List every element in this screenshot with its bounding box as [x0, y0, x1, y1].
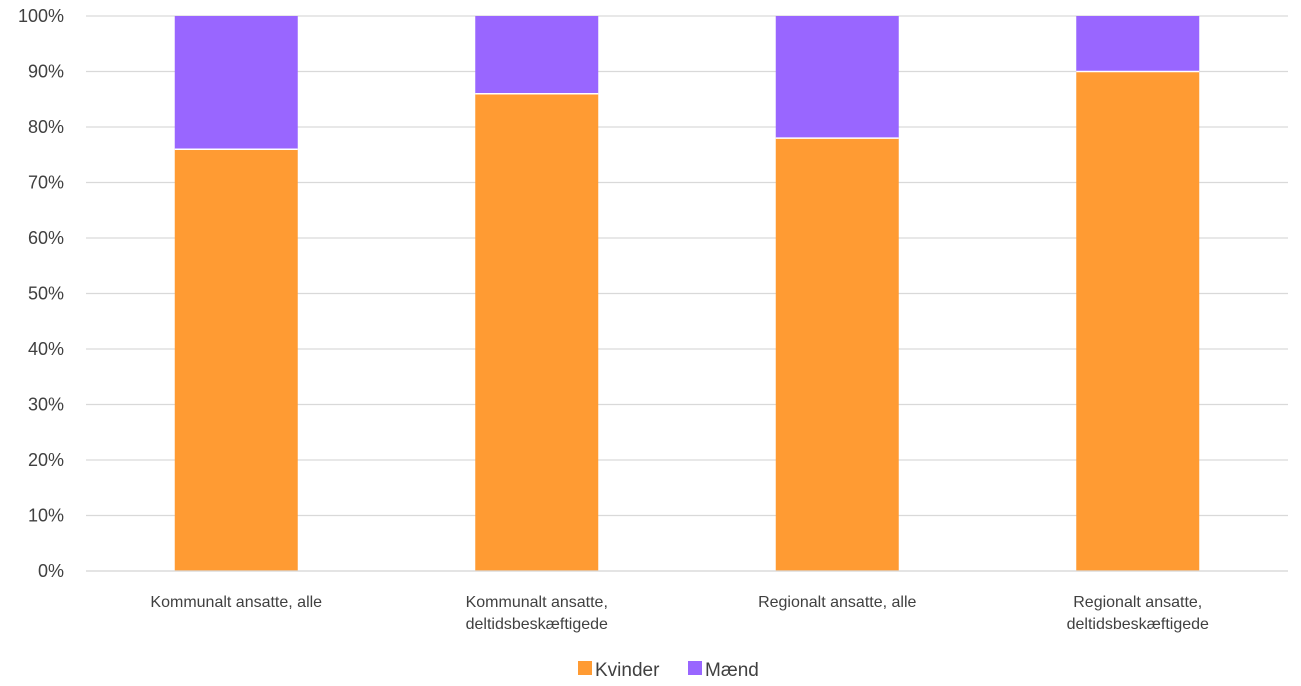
x-axis: Kommunalt ansatte, alle Kommunalt ansatte… — [86, 570, 1288, 633]
bar-segment-maend — [775, 16, 899, 139]
y-tick-label: 20% — [28, 450, 64, 470]
bar-segment-kvinder — [1076, 71, 1200, 571]
y-tick-label: 70% — [28, 173, 64, 193]
y-tick-label: 0% — [38, 561, 64, 581]
y-tick-label: 50% — [28, 284, 64, 304]
x-category-label: Kommunalt ansatte, deltidsbeskæftigede — [466, 594, 608, 633]
y-tick-label: 90% — [28, 62, 64, 82]
x-category-label-line: Regionalt ansatte, — [1073, 594, 1202, 611]
legend: Kvinder Mænd — [578, 660, 759, 681]
bar-segment-kvinder — [174, 149, 298, 571]
bar-segment-maend — [174, 16, 298, 150]
legend-swatch-kvinder — [578, 661, 592, 675]
bar-segment-maend — [475, 16, 599, 94]
bar-segment-maend — [1076, 16, 1200, 72]
x-category-label: Kommunalt ansatte, alle — [150, 594, 322, 611]
legend-label-maend: Mænd — [705, 660, 759, 681]
y-axis: 0% 10% 20% 30% 40% 50% 60% 70% 80% 90% 100% — [18, 6, 64, 581]
legend-swatch-maend — [688, 661, 702, 675]
x-category-label-line: Kommunalt ansatte, — [466, 594, 608, 611]
bar-segment-kvinder — [475, 93, 599, 571]
y-tick-label: 10% — [28, 506, 64, 526]
y-tick-label: 100% — [18, 6, 64, 26]
legend-label-kvinder: Kvinder — [595, 660, 660, 681]
x-category-label-line: Regionalt ansatte, alle — [758, 594, 916, 611]
x-category-label-line: deltidsbeskæftigede — [466, 616, 608, 633]
x-category-label-line: deltidsbeskæftigede — [1067, 616, 1209, 633]
x-category-label: Regionalt ansatte, deltidsbeskæftigede — [1067, 594, 1209, 633]
bars — [174, 16, 1200, 571]
x-category-label-line: Kommunalt ansatte, alle — [150, 594, 322, 611]
y-tick-label: 60% — [28, 228, 64, 248]
y-tick-label: 40% — [28, 339, 64, 359]
x-category-label: Regionalt ansatte, alle — [758, 594, 916, 611]
bar-segment-kvinder — [775, 138, 899, 571]
y-tick-label: 30% — [28, 395, 64, 415]
y-tick-label: 80% — [28, 117, 64, 137]
